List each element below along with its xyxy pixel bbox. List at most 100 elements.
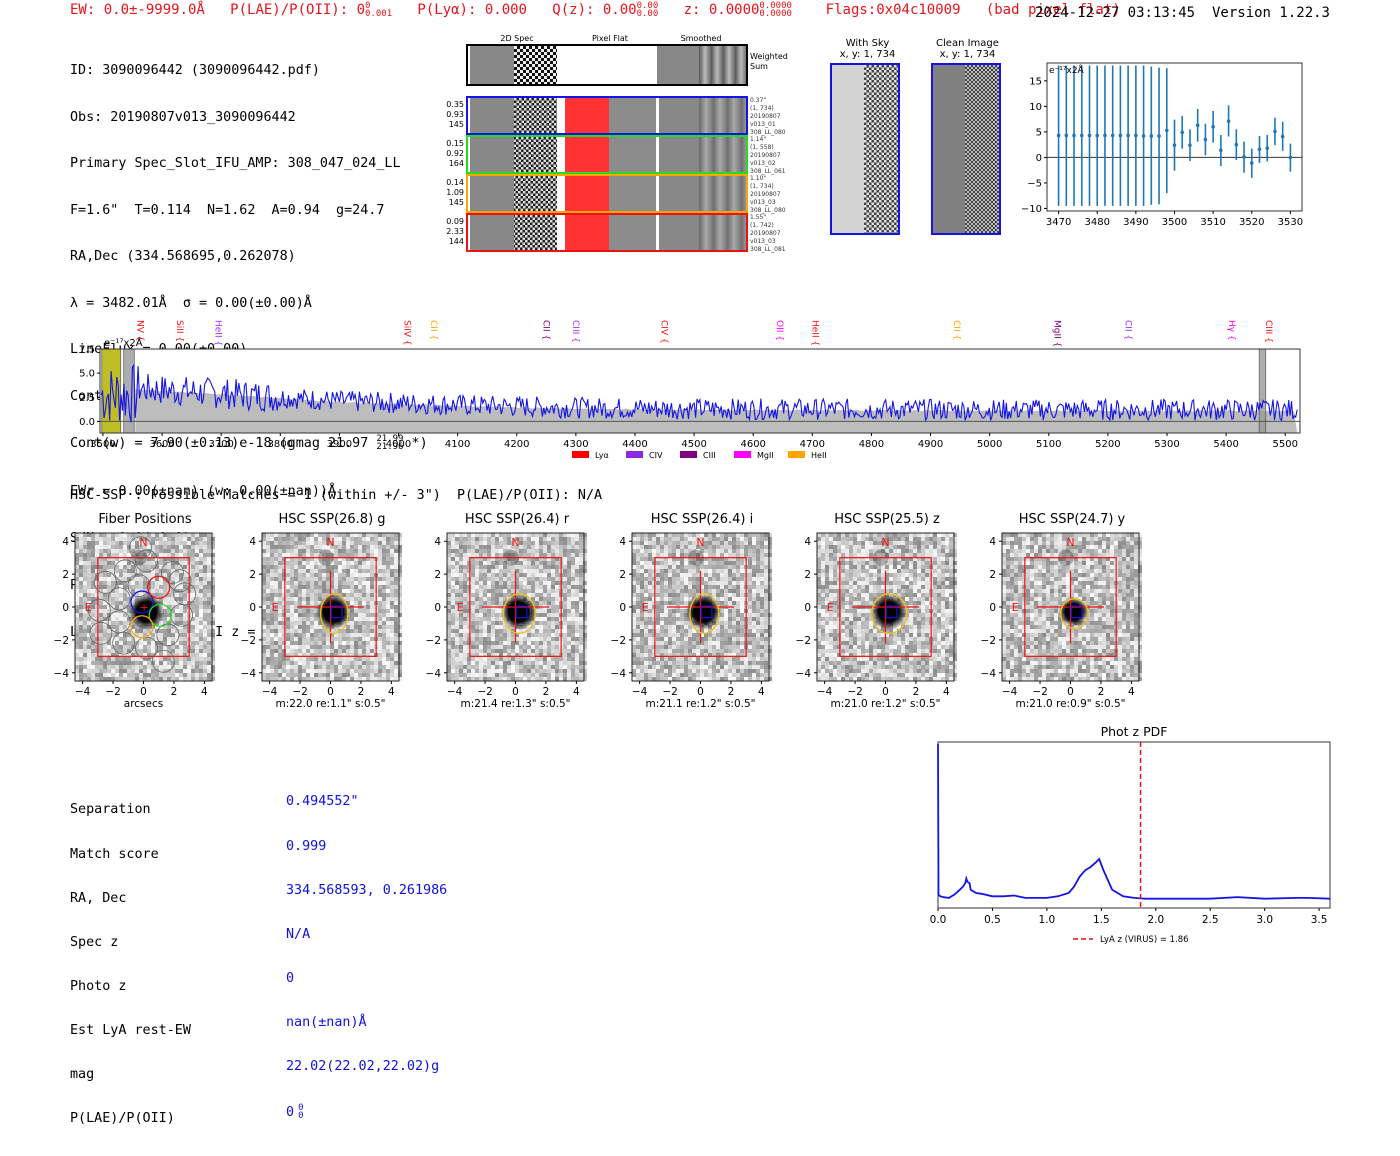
fiber-meta-line: v013_01 xyxy=(750,121,800,129)
y-tick-label: −10 xyxy=(1021,204,1042,215)
smoothed-tile xyxy=(699,137,748,172)
data-point xyxy=(1142,134,1146,138)
fiber-strip xyxy=(466,213,748,252)
y-tick-label: 2 xyxy=(619,569,626,581)
match-value: 0.494552" xyxy=(286,795,546,810)
y-tick-label: 2 xyxy=(989,569,996,581)
data-point xyxy=(1065,134,1069,138)
y-tick-label: 5.0 xyxy=(79,369,95,380)
x-tick-label: 1.0 xyxy=(1039,914,1056,926)
north-label: N xyxy=(881,536,889,549)
fiber-stat: 0.92 xyxy=(440,149,464,159)
qz-readout: Q(z): 0.00 xyxy=(552,2,636,18)
data-point xyxy=(1180,131,1184,135)
x-tick-label: 3500 xyxy=(90,439,115,450)
info-line: F=1.6" T=0.114 N=1.62 A=0.94 g=24.7 xyxy=(70,203,428,219)
x-tick-label: 4 xyxy=(388,686,395,698)
bad-flat-region xyxy=(565,215,609,250)
y-tick-label: 2.5 xyxy=(79,393,95,404)
legend-label: CIV xyxy=(649,451,663,460)
match-value: 334.568593, 0.261986 xyxy=(286,884,546,899)
x-tick-label: 3480 xyxy=(1085,217,1110,228)
qz-sub: 0.00 xyxy=(637,10,659,18)
match-label: Separation xyxy=(70,803,270,818)
y-tick-label: 0.0 xyxy=(79,417,95,428)
y-tick-label: 2 xyxy=(434,569,441,581)
line-marker-label: CII { xyxy=(428,320,438,340)
fiber-meta-line: 20190807 xyxy=(750,152,800,160)
data-point xyxy=(1072,134,1076,138)
y-tick-label: 2 xyxy=(249,569,256,581)
east-label: E xyxy=(827,601,834,614)
weighted-sum-label: Weighted Sum xyxy=(750,52,788,72)
y-tick-label: 2 xyxy=(62,569,69,581)
y-tick-label: −2 xyxy=(426,635,441,647)
fiber-meta-line: 0.37" xyxy=(750,97,800,105)
x-tick-label: 4800 xyxy=(859,439,884,450)
y-tick-label: 4 xyxy=(434,536,441,548)
y-tick-label: 0 xyxy=(434,602,441,614)
y-tick-label: −5 xyxy=(1027,178,1042,189)
y-tick-label: 7.5 xyxy=(79,345,95,356)
panel-caption: m:21.0 re:1.2" s:0.5" xyxy=(831,698,941,710)
data-point xyxy=(1235,143,1239,147)
line-marker-label: CIV { xyxy=(659,320,669,344)
data-point xyxy=(1095,134,1099,138)
x-tick-label: 3.0 xyxy=(1256,914,1273,926)
smoothed-tile xyxy=(699,215,748,250)
fiber-meta-line: (1, 734) xyxy=(750,105,800,113)
x-tick-label: 5000 xyxy=(977,439,1002,450)
fiber-meta-line: (1, 742) xyxy=(750,222,800,230)
line-marker-label: SiIV { xyxy=(401,320,411,346)
ew-readout: EW: 0.0±-9999.0Å xyxy=(70,2,205,18)
x-tick-label: 5500 xyxy=(1272,439,1297,450)
y-tick-label: 0 xyxy=(62,602,69,614)
hsc-panel-title: Fiber Positions xyxy=(60,512,230,527)
fiber-meta-line: (1, 734) xyxy=(750,183,800,191)
plya-readout: P(Lyα): 0.000 xyxy=(417,2,527,18)
x-tick-label: 0 xyxy=(327,686,334,698)
east-label: E xyxy=(272,601,279,614)
hsc-summary: HSC-SSP : Possible Matches = 1 (within +… xyxy=(70,488,602,503)
line-marker-label: CII { xyxy=(951,320,961,340)
data-point xyxy=(1211,125,1215,129)
info-line: ID: 3090096442 (3090096442.pdf) xyxy=(70,63,428,79)
panel-caption: m:21.0 re:0.9" s:0.5" xyxy=(1016,698,1126,710)
data-point xyxy=(1111,134,1115,138)
data-point xyxy=(1080,134,1084,138)
x-tick-label: 5200 xyxy=(1095,439,1120,450)
legend-label: MgII xyxy=(757,451,774,460)
x-tick-label: 3600 xyxy=(149,439,174,450)
fiber-stat: 144 xyxy=(440,237,464,247)
match-value: 0.999 xyxy=(286,840,546,855)
y-tick-label: 2 xyxy=(804,569,811,581)
fiber-stat: 1.09 xyxy=(440,188,464,198)
y-tick-label: 0 xyxy=(1036,153,1042,164)
x-tick-label: 3520 xyxy=(1239,217,1264,228)
match-value: 0 xyxy=(286,972,546,987)
match-value: 22.02(22.02,22.02)g xyxy=(286,1060,546,1075)
x-tick-label: 3900 xyxy=(327,439,352,450)
x-tick-label: 3800 xyxy=(268,439,293,450)
fiber-meta-line: 1.10" xyxy=(750,175,800,183)
bad-flat-region xyxy=(565,98,609,133)
with-sky-title: With Sky x, y: 1, 734 xyxy=(820,38,915,60)
data-point xyxy=(1119,134,1123,138)
x-tick-label: −2 xyxy=(105,686,120,698)
x-tick-label: 4400 xyxy=(622,439,647,450)
flags-readout: Flags:0x04c10009 xyxy=(826,2,961,18)
bad-flat-region xyxy=(565,137,609,172)
smoothed-tile xyxy=(699,176,748,211)
with-sky-image xyxy=(830,63,900,235)
data-point xyxy=(1281,135,1285,139)
fiber-meta-line: 308_LL_081 xyxy=(750,246,800,254)
x-tick-label: 4500 xyxy=(681,439,706,450)
data-point xyxy=(1134,134,1138,138)
